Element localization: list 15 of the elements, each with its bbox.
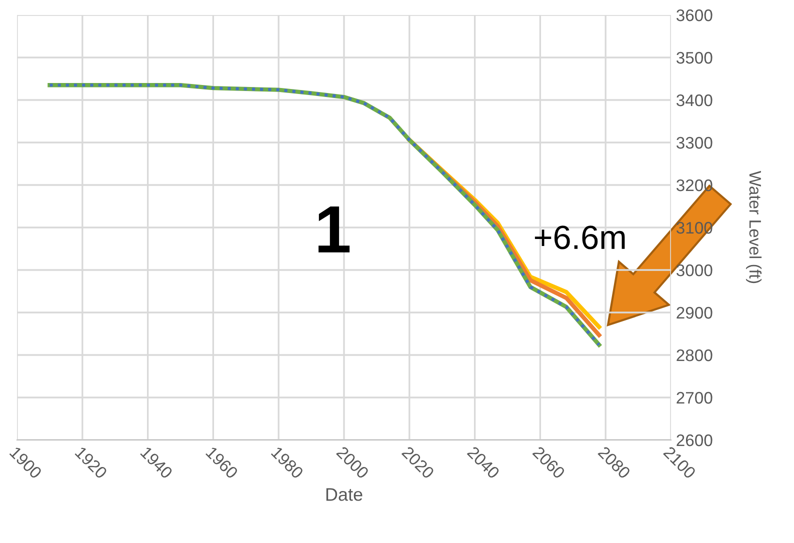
y-tick-label: 3200 xyxy=(676,179,712,192)
y-tick-label: 3400 xyxy=(676,94,712,106)
annotation: 1 xyxy=(318,206,350,252)
y-tick-label: 2800 xyxy=(676,349,712,362)
y-tick-label: 3500 xyxy=(676,52,712,64)
y-tick-label: 2600 xyxy=(676,434,712,446)
annotation: +6.6m xyxy=(534,226,625,250)
y-tick-label: 3100 xyxy=(676,222,712,234)
y-tick-label: 2700 xyxy=(676,392,712,404)
y-tick-label: 2900 xyxy=(676,306,712,319)
y-tick-label: 3000 xyxy=(676,264,712,276)
x-axis-title: Date xyxy=(326,488,362,501)
y-tick-label: 3300 xyxy=(676,136,712,149)
y-axis-title: Water Level (ft) xyxy=(746,170,762,284)
y-tick-label: 3600 xyxy=(676,9,712,22)
